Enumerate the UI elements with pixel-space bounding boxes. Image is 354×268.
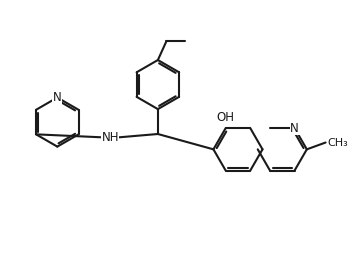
Text: N: N bbox=[290, 122, 299, 135]
Text: NH: NH bbox=[101, 131, 119, 144]
Text: CH₃: CH₃ bbox=[327, 137, 348, 147]
Text: N: N bbox=[53, 91, 62, 104]
Text: OH: OH bbox=[217, 111, 235, 124]
